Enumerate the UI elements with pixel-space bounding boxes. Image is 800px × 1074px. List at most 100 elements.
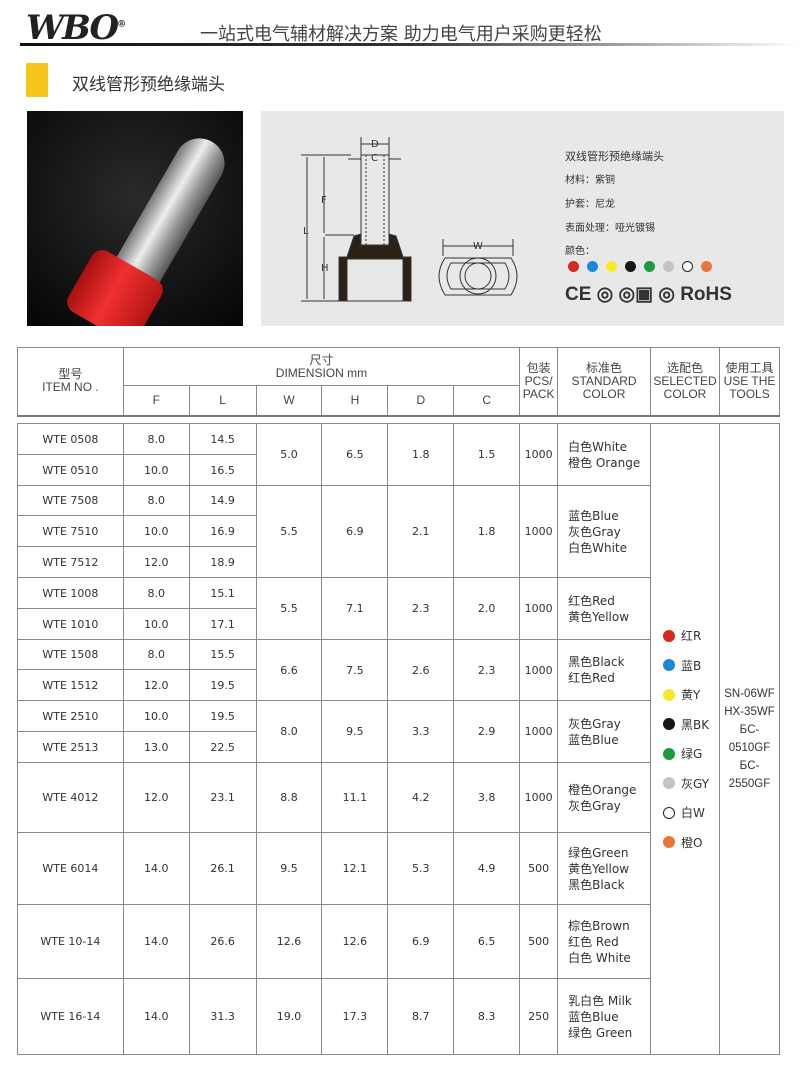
dim-f: 10.0 bbox=[122, 454, 190, 486]
color-dot bbox=[568, 261, 579, 272]
standard-colors: 黑色Black 红色Red bbox=[557, 639, 652, 701]
header-pack: 包装 PCS/ PACK bbox=[519, 347, 559, 416]
standard-color: 乳白色 Milk bbox=[568, 993, 632, 1008]
selected-color-item: 蓝B bbox=[651, 651, 719, 681]
dim-pack: 1000 bbox=[519, 485, 559, 578]
dim-f: 12.0 bbox=[122, 762, 190, 833]
table-row: WTE 2510 10.0 19.5 8.0 9.5 3.3 2.9 1000 灰色Gray 蓝色… bbox=[17, 700, 780, 763]
standard-color: 橙色Orange bbox=[568, 782, 637, 797]
table-row: WTE 0510 10.0 16.5 bbox=[17, 454, 780, 486]
dim-w: 8.8 bbox=[255, 762, 323, 833]
standard-color: 黑色Black bbox=[568, 655, 625, 669]
header-col-f: F bbox=[122, 385, 190, 416]
standard-color: 黑色Black bbox=[568, 877, 625, 892]
dim-d: 2.1 bbox=[387, 485, 455, 578]
standard-colors: 绿色Green 黄色Yellow 黑色Black bbox=[557, 832, 652, 905]
table-row: WTE 16-14 14.0 31.3 19.0 17.3 8.7 8.3 250 乳白色 Mi… bbox=[17, 978, 780, 1055]
selected-color-item: 灰GY bbox=[651, 769, 719, 799]
dim-l: 31.3 bbox=[188, 978, 257, 1055]
selected-color-item: 红R bbox=[651, 621, 719, 651]
item-no: WTE 7510 bbox=[17, 515, 124, 547]
header-divider bbox=[20, 43, 800, 46]
table-row: WTE 10-14 14.0 26.6 12.6 12.6 6.9 6.5 500 棕色Brow… bbox=[17, 904, 780, 979]
dim-h: 17.3 bbox=[321, 978, 389, 1055]
color-dot bbox=[663, 806, 676, 819]
selected-color-item: 绿G bbox=[651, 739, 719, 769]
dim-c: 1.5 bbox=[453, 423, 521, 486]
table-row: WTE 0508 8.0 14.5 5.0 6.5 1.8 1.5 1000 白色White 橙色… bbox=[17, 423, 780, 1055]
dim-pack: 1000 bbox=[519, 423, 559, 486]
color-dot bbox=[625, 261, 636, 272]
item-no: WTE 2513 bbox=[17, 731, 124, 763]
standard-color: 绿色 Green bbox=[568, 1025, 633, 1040]
dim-f: 14.0 bbox=[122, 904, 190, 979]
dim-pack: 1000 bbox=[519, 577, 559, 640]
label-d: D bbox=[371, 139, 379, 150]
dim-c: 8.3 bbox=[453, 978, 521, 1055]
dim-pack: 1000 bbox=[519, 639, 559, 701]
dim-h: 7.1 bbox=[321, 577, 389, 640]
dim-l: 19.5 bbox=[188, 669, 257, 701]
item-no: WTE 2510 bbox=[17, 700, 124, 732]
item-no: WTE 6014 bbox=[17, 832, 124, 905]
dim-d: 2.3 bbox=[387, 577, 455, 640]
selected-color-item: 白W bbox=[651, 798, 719, 828]
standard-color: 红色Red bbox=[568, 671, 615, 685]
selected-color-label: 黑BK bbox=[681, 717, 710, 732]
item-no: WTE 10-14 bbox=[17, 904, 124, 979]
dim-h: 12.6 bbox=[321, 904, 389, 979]
dim-c: 2.0 bbox=[453, 577, 521, 640]
dim-l: 17.1 bbox=[188, 608, 257, 640]
dim-w: 5.5 bbox=[255, 485, 323, 578]
tool-model: БC-0510GF bbox=[728, 724, 771, 754]
dim-l: 26.6 bbox=[188, 904, 257, 979]
dim-c: 3.8 bbox=[453, 762, 521, 833]
item-no: WTE 7512 bbox=[17, 546, 124, 578]
item-no: WTE 0508 bbox=[17, 423, 124, 455]
selected-color-item: 橙O bbox=[651, 828, 719, 858]
standard-color: 灰色Gray bbox=[568, 524, 621, 539]
standard-color: 灰色Gray bbox=[568, 716, 621, 731]
dim-h: 6.5 bbox=[321, 423, 389, 486]
standard-color: 白色 White bbox=[568, 950, 631, 965]
tools: SN-06WF HX-35WF БC-0510GF БC-2550GF bbox=[719, 423, 780, 1055]
standard-color: 灰色Gray bbox=[568, 798, 621, 813]
color-dot bbox=[701, 261, 712, 272]
dim-d: 5.3 bbox=[387, 832, 455, 905]
item-no: WTE 1010 bbox=[17, 608, 124, 640]
dim-f: 10.0 bbox=[122, 608, 190, 640]
dim-w: 5.0 bbox=[255, 423, 323, 486]
color-dot bbox=[663, 777, 676, 790]
selected-color-item: 黑BK bbox=[651, 710, 719, 740]
dim-pack: 500 bbox=[519, 832, 559, 905]
item-no: WTE 0510 bbox=[17, 454, 124, 486]
dim-h: 7.5 bbox=[321, 639, 389, 701]
item-no: WTE 16-14 bbox=[17, 978, 124, 1055]
dim-h: 9.5 bbox=[321, 700, 389, 763]
standard-color: 白色White bbox=[568, 439, 627, 454]
dim-w: 9.5 bbox=[255, 832, 323, 905]
item-no: WTE 1008 bbox=[17, 577, 124, 609]
dim-c: 4.9 bbox=[453, 832, 521, 905]
color-dot bbox=[606, 261, 617, 272]
standard-colors: 红色Red 黄色Yellow bbox=[557, 577, 652, 640]
selected-color-label: 黄Y bbox=[681, 688, 701, 703]
dim-f: 14.0 bbox=[122, 978, 190, 1055]
dim-f: 8.0 bbox=[122, 577, 190, 609]
dim-w: 12.6 bbox=[255, 904, 323, 979]
dim-w: 19.0 bbox=[255, 978, 323, 1055]
color-dot bbox=[663, 688, 676, 701]
ferrule-drawing: D C F L H W bbox=[301, 137, 518, 302]
tool-model: SN-06WF bbox=[724, 688, 775, 700]
header-col-l: L bbox=[188, 385, 257, 416]
color-dot bbox=[587, 261, 598, 272]
dim-l: 14.9 bbox=[188, 485, 257, 516]
standard-color: 橙色 Orange bbox=[568, 455, 641, 470]
standard-color: 黄色Yellow bbox=[568, 861, 630, 876]
selected-color-label: 橙O bbox=[681, 835, 703, 850]
spec-table: 型号 ITEM NO . 尺寸 DIMENSION mm 包装 PCS/ PACK 标… bbox=[17, 347, 780, 1055]
spec-material: 材料：紫铜 bbox=[565, 175, 615, 186]
standard-colors: 灰色Gray 蓝色Blue bbox=[557, 700, 652, 763]
label-l: L bbox=[303, 226, 309, 237]
color-dot bbox=[663, 659, 676, 672]
